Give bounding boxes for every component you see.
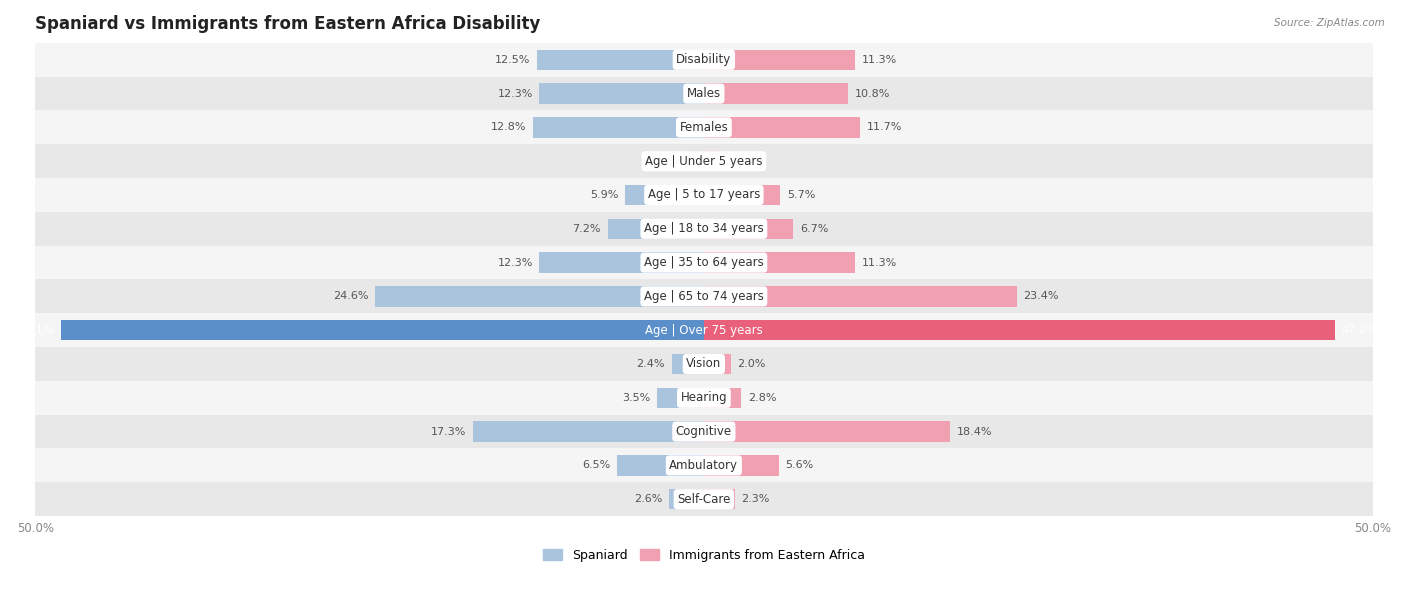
Bar bbox=[472, 422, 704, 442]
Bar bbox=[35, 313, 1372, 347]
Bar bbox=[669, 489, 704, 509]
Bar bbox=[685, 151, 704, 171]
Text: Vision: Vision bbox=[686, 357, 721, 370]
Text: Source: ZipAtlas.com: Source: ZipAtlas.com bbox=[1274, 18, 1385, 28]
Bar bbox=[35, 381, 1372, 415]
Text: 12.3%: 12.3% bbox=[498, 258, 533, 267]
Text: 3.5%: 3.5% bbox=[621, 393, 651, 403]
Bar bbox=[375, 286, 704, 307]
Text: 6.5%: 6.5% bbox=[582, 460, 610, 471]
Text: Hearing: Hearing bbox=[681, 391, 727, 405]
Bar bbox=[35, 347, 1372, 381]
Bar bbox=[704, 118, 860, 138]
Text: 5.7%: 5.7% bbox=[787, 190, 815, 200]
Bar bbox=[704, 455, 779, 476]
Text: Cognitive: Cognitive bbox=[676, 425, 733, 438]
Text: 2.6%: 2.6% bbox=[634, 494, 662, 504]
Text: Ambulatory: Ambulatory bbox=[669, 459, 738, 472]
Bar bbox=[35, 245, 1372, 280]
Text: Spaniard vs Immigrants from Eastern Africa Disability: Spaniard vs Immigrants from Eastern Afri… bbox=[35, 15, 541, 33]
Bar bbox=[35, 43, 1372, 76]
Text: Age | Over 75 years: Age | Over 75 years bbox=[645, 324, 762, 337]
Bar bbox=[35, 178, 1372, 212]
Bar bbox=[35, 144, 1372, 178]
Text: 2.4%: 2.4% bbox=[637, 359, 665, 369]
Text: Age | Under 5 years: Age | Under 5 years bbox=[645, 155, 762, 168]
Bar bbox=[35, 449, 1372, 482]
Text: 10.8%: 10.8% bbox=[855, 89, 890, 99]
Bar bbox=[672, 354, 704, 374]
Bar bbox=[704, 320, 1336, 340]
Bar bbox=[533, 118, 704, 138]
Bar bbox=[704, 185, 780, 205]
Text: 11.3%: 11.3% bbox=[862, 55, 897, 65]
Text: 23.4%: 23.4% bbox=[1024, 291, 1059, 301]
Text: 11.7%: 11.7% bbox=[868, 122, 903, 132]
Text: Disability: Disability bbox=[676, 53, 731, 66]
Bar bbox=[704, 83, 848, 103]
Text: 12.3%: 12.3% bbox=[498, 89, 533, 99]
Legend: Spaniard, Immigrants from Eastern Africa: Spaniard, Immigrants from Eastern Africa bbox=[538, 543, 870, 567]
Bar bbox=[607, 218, 704, 239]
Text: 7.2%: 7.2% bbox=[572, 224, 600, 234]
Bar bbox=[704, 286, 1017, 307]
Bar bbox=[35, 111, 1372, 144]
Text: 18.4%: 18.4% bbox=[956, 427, 993, 436]
Text: Age | 18 to 34 years: Age | 18 to 34 years bbox=[644, 222, 763, 235]
Bar bbox=[704, 253, 855, 273]
Text: Females: Females bbox=[679, 121, 728, 134]
Bar bbox=[626, 185, 704, 205]
Bar bbox=[617, 455, 704, 476]
Text: 24.6%: 24.6% bbox=[333, 291, 368, 301]
Bar bbox=[60, 320, 704, 340]
Text: 17.3%: 17.3% bbox=[430, 427, 465, 436]
Bar bbox=[704, 422, 950, 442]
Text: 2.0%: 2.0% bbox=[737, 359, 766, 369]
Text: 2.3%: 2.3% bbox=[741, 494, 769, 504]
Text: Age | 65 to 74 years: Age | 65 to 74 years bbox=[644, 290, 763, 303]
Bar bbox=[704, 50, 855, 70]
Bar bbox=[540, 253, 704, 273]
Text: 48.1%: 48.1% bbox=[18, 325, 53, 335]
Bar bbox=[35, 76, 1372, 111]
Bar bbox=[704, 218, 793, 239]
Bar bbox=[35, 280, 1372, 313]
Text: 12.8%: 12.8% bbox=[491, 122, 526, 132]
Text: 6.7%: 6.7% bbox=[800, 224, 828, 234]
Text: 11.3%: 11.3% bbox=[862, 258, 897, 267]
Text: Self-Care: Self-Care bbox=[678, 493, 731, 506]
Bar bbox=[537, 50, 704, 70]
Text: 2.8%: 2.8% bbox=[748, 393, 776, 403]
Bar bbox=[704, 387, 741, 408]
Text: Males: Males bbox=[686, 87, 721, 100]
Text: 5.6%: 5.6% bbox=[786, 460, 814, 471]
Text: 47.2%: 47.2% bbox=[1341, 325, 1378, 335]
Bar bbox=[657, 387, 704, 408]
Text: 12.5%: 12.5% bbox=[495, 55, 530, 65]
Bar bbox=[35, 212, 1372, 245]
Bar bbox=[540, 83, 704, 103]
Text: 5.9%: 5.9% bbox=[591, 190, 619, 200]
Bar bbox=[35, 482, 1372, 516]
Bar bbox=[35, 415, 1372, 449]
Bar bbox=[704, 489, 734, 509]
Text: Age | 5 to 17 years: Age | 5 to 17 years bbox=[648, 188, 761, 201]
Bar bbox=[704, 151, 720, 171]
Text: 1.4%: 1.4% bbox=[650, 156, 679, 166]
Text: Age | 35 to 64 years: Age | 35 to 64 years bbox=[644, 256, 763, 269]
Text: 1.2%: 1.2% bbox=[727, 156, 755, 166]
Bar bbox=[704, 354, 731, 374]
